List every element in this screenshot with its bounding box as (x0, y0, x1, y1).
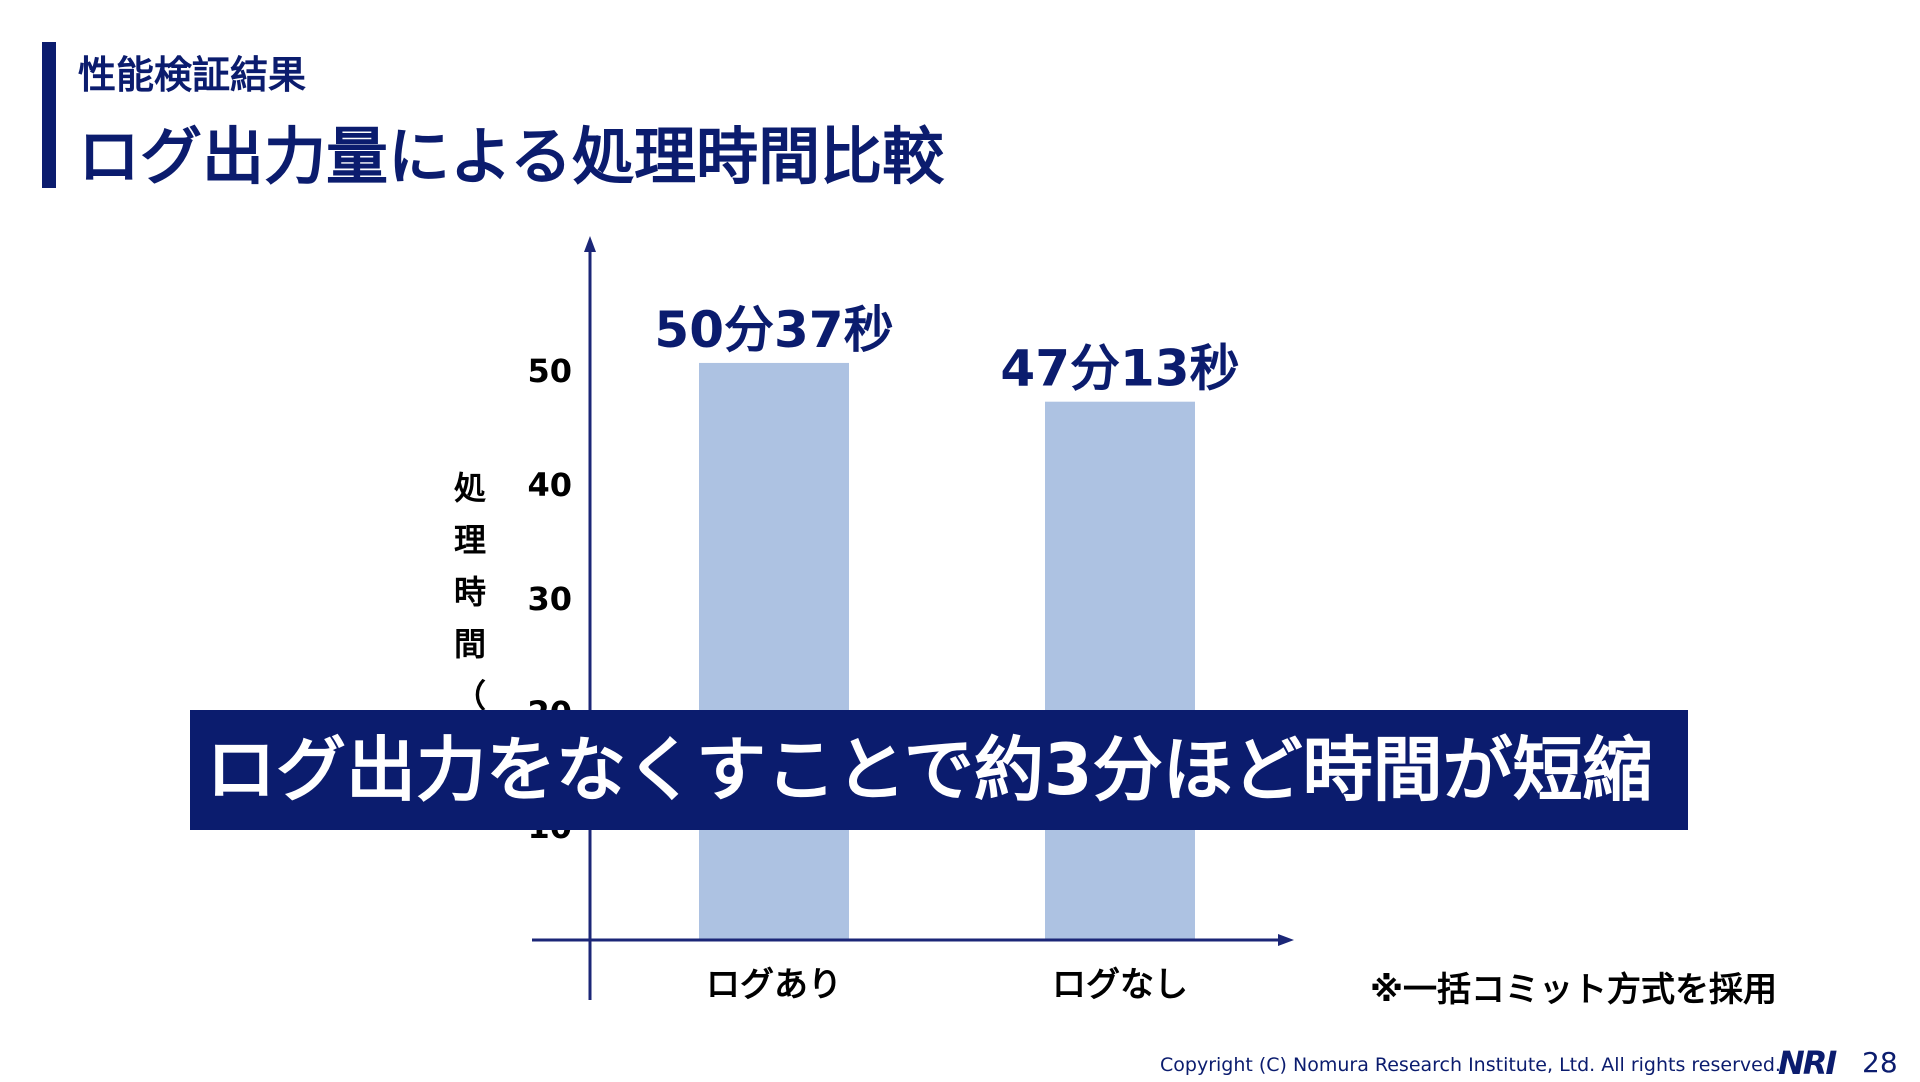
page-title: ログ出力量による処理時間比較 (78, 120, 945, 193)
y-tick-label-40: 40 (527, 466, 572, 504)
method-note: ※一括コミット方式を採用 (1370, 970, 1778, 1010)
data-label-1: 50分37秒 (654, 301, 893, 359)
y-axis-label: 処 理 時 間 （ 分 ） (453, 469, 486, 819)
copyright-text: Copyright (C) Nomura Research Institute,… (1160, 1054, 1781, 1076)
bar-1 (699, 362, 849, 940)
page-number: 28 (1862, 1046, 1898, 1079)
y-tick-label-30: 30 (527, 580, 572, 618)
conclusion-banner: ログ出力をなくすことで約3分ほど時間が短縮 (190, 710, 1688, 830)
nri-logo: NRI (1778, 1044, 1837, 1082)
x-tick-label-2: ログなし (1052, 965, 1188, 1005)
title-accent-bar (42, 42, 56, 188)
x-tick-label-1: ログあり (706, 965, 842, 1005)
conclusion-text: ログ出力をなくすことで約3分ほど時間が短縮 (206, 729, 1653, 811)
x-axis-arrow (1278, 934, 1294, 946)
y-axis-arrow (584, 236, 596, 252)
data-label-2: 47分13秒 (1000, 340, 1239, 398)
y-tick-label-50: 50 (527, 352, 572, 390)
bar-2 (1045, 401, 1195, 940)
section-subtitle: 性能検証結果 (78, 53, 307, 97)
